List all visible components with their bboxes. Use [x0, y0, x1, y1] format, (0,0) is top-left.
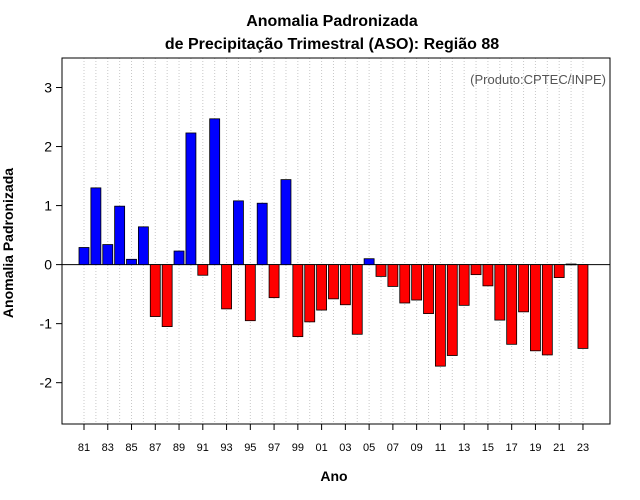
bar-23 — [577, 264, 589, 349]
x-tick-label: 19 — [529, 442, 541, 454]
x-tick-label: 01 — [315, 442, 327, 454]
y-tick-label: 2 — [44, 139, 52, 155]
x-tick-label: 15 — [482, 442, 494, 454]
x-tick-label: 91 — [197, 442, 209, 454]
bar-90 — [185, 132, 197, 266]
bar-12 — [446, 264, 458, 356]
bar-21 — [553, 264, 565, 279]
bar-91 — [197, 264, 209, 276]
bar-99 — [292, 264, 304, 338]
bar-00 — [304, 264, 316, 323]
bar-87 — [149, 264, 161, 317]
x-tick-label: 07 — [387, 442, 399, 454]
bar-20 — [541, 264, 553, 356]
y-axis-label: Anomalia Padronizada — [0, 168, 16, 318]
bar-11 — [434, 264, 446, 367]
y-tick-label: 3 — [44, 80, 52, 96]
bar-05 — [363, 258, 375, 266]
x-tick-label: 87 — [149, 442, 161, 454]
bar-06 — [375, 264, 387, 277]
x-tick-label: 99 — [292, 442, 304, 454]
bar-85 — [126, 258, 137, 266]
bar-04 — [351, 264, 363, 335]
bar-09 — [411, 264, 423, 301]
bar-96 — [256, 202, 268, 266]
x-tick-label: 05 — [363, 442, 375, 454]
bar-88 — [161, 264, 173, 327]
x-axis-label: Ano — [320, 468, 347, 484]
bar-07 — [387, 264, 399, 287]
x-tick-label: 89 — [173, 442, 185, 454]
bar-15 — [482, 264, 494, 287]
bar-94 — [233, 200, 244, 266]
x-tick-label: 93 — [220, 442, 232, 454]
bar-01 — [316, 264, 328, 311]
bar-97 — [268, 264, 280, 299]
x-tick-label: 97 — [268, 442, 280, 454]
x-tick-label: 09 — [411, 442, 423, 454]
chart-title-line2: de Precipitação Trimestral (ASO): Região… — [165, 36, 499, 53]
bar-95 — [244, 264, 256, 322]
bar-92 — [209, 118, 221, 266]
x-tick-label: 95 — [244, 442, 256, 454]
y-tick-label: -2 — [40, 375, 53, 391]
bar-98 — [280, 179, 292, 266]
bar-16 — [494, 264, 506, 321]
x-tick-label: 21 — [553, 442, 565, 454]
bar-22 — [565, 263, 577, 266]
y-tick-label: 0 — [44, 257, 52, 273]
bar-83 — [102, 244, 114, 266]
chart-title-line1: Anomalia Padronizada — [246, 13, 418, 30]
bars — [78, 118, 589, 367]
x-tick-label: 03 — [339, 442, 351, 454]
x-tick-label: 83 — [102, 442, 114, 454]
credit-text: (Produto:CPTEC/INPE) — [470, 72, 606, 87]
bar-86 — [137, 226, 149, 266]
y-axis: -2 -1 0 1 2 3 — [40, 80, 62, 391]
x-tick-label: 23 — [577, 442, 589, 454]
vertical-gridlines — [83, 58, 584, 424]
bar-10 — [423, 264, 434, 315]
x-tick-label: 11 — [435, 442, 446, 454]
bar-02 — [328, 264, 339, 300]
bar-81 — [78, 247, 90, 266]
bar-14 — [470, 264, 482, 276]
bar-13 — [458, 264, 470, 306]
bar-93 — [221, 264, 232, 310]
x-tick-label: 17 — [506, 442, 518, 454]
y-tick-label: -1 — [40, 316, 53, 332]
x-tick-label: 85 — [125, 442, 137, 454]
y-tick-label: 1 — [44, 198, 52, 214]
x-axis: 81 83 85 87 89 91 93 95 97 99 01 03 05 07 09 11 13 15 17 19… — [78, 424, 589, 454]
bar-84 — [114, 205, 126, 266]
bar-08 — [399, 264, 411, 304]
x-tick-label: 81 — [78, 442, 90, 454]
bar-19 — [530, 264, 541, 352]
bar-03 — [339, 264, 351, 306]
plot-frame — [61, 57, 611, 425]
x-tick-label: 13 — [458, 442, 470, 454]
bar-18 — [518, 264, 529, 313]
bar-17 — [506, 264, 518, 345]
bar-82 — [90, 187, 102, 266]
bar-89 — [173, 250, 185, 266]
